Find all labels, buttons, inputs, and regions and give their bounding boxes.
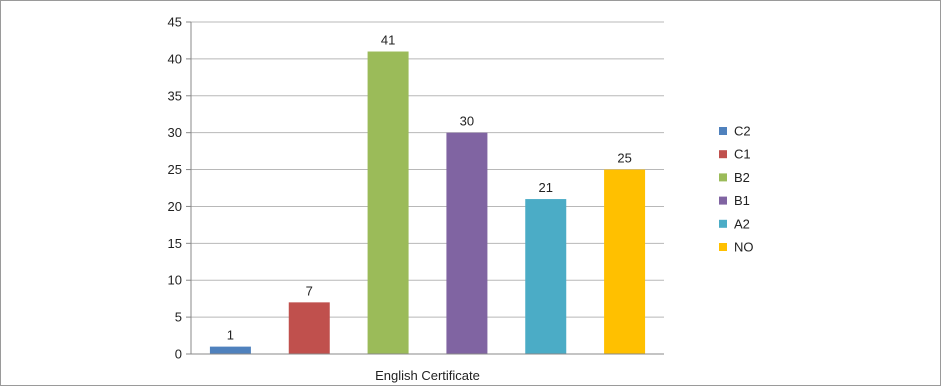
gridlines [191,21,664,318]
bar-b1 [446,132,488,354]
legend-label-no: NO [734,240,754,255]
legend-label-b1: B1 [734,193,750,208]
data-label-c2: 1 [227,328,234,343]
legend: C2 C1 B2 B1 A2 NO [719,124,754,255]
y-axis-ticks: 0 5 10 15 20 25 30 35 40 45 [168,15,191,362]
data-label-no: 25 [617,151,631,166]
data-labels: 1 7 41 30 21 25 [227,33,632,343]
y-tick-label: 25 [168,162,182,177]
y-tick-label: 0 [175,347,182,362]
x-axis-title: English Certificate [375,368,480,383]
bar-a2 [525,199,567,354]
data-label-b1: 30 [460,114,474,129]
legend-label-a2: A2 [734,216,750,231]
y-tick-label: 35 [168,88,182,103]
legend-swatch-b2 [719,173,727,182]
bar-c1 [288,302,330,354]
legend-swatch-c2 [719,127,727,135]
legend-swatch-c1 [719,150,727,159]
bars [209,51,646,355]
bar-b2 [367,51,409,355]
y-tick-label: 5 [175,310,182,325]
data-label-a2: 21 [539,180,553,195]
y-tick-label: 30 [168,125,182,140]
legend-label-b2: B2 [734,170,750,185]
legend-swatch-b1 [719,196,727,205]
bar-c2 [209,346,251,354]
data-label-b2: 41 [381,33,395,48]
legend-swatch-a2 [719,219,727,228]
bar-no [604,169,646,354]
y-tick-label: 45 [168,15,182,30]
legend-swatch-no [719,243,727,251]
y-tick-label: 20 [168,199,182,214]
y-tick-label: 10 [168,273,182,288]
y-tick-label: 40 [168,51,182,66]
y-tick-label: 15 [168,236,182,251]
legend-label-c1: C1 [734,147,751,162]
data-label-c1: 7 [306,283,313,298]
legend-label-c2: C2 [734,124,751,139]
